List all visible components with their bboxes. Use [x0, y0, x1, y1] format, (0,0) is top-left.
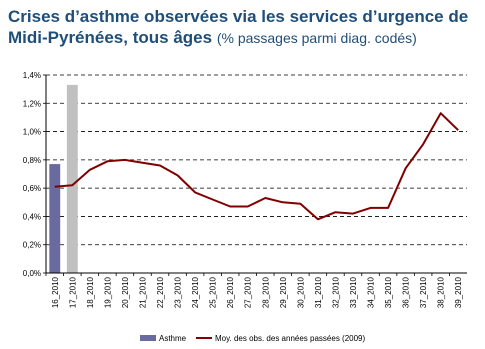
x-tick-label: 29_2010	[279, 276, 288, 308]
y-tick-label: 1,4%	[23, 71, 41, 80]
x-tick-label: 24_2010	[191, 276, 200, 308]
x-tick-label: 21_2010	[138, 276, 147, 308]
x-tick-label: 39_2010	[454, 276, 463, 308]
x-tick-label: 18_2010	[86, 276, 95, 308]
x-tick-label: 23_2010	[174, 276, 183, 308]
gridlines	[43, 74, 467, 274]
x-tick-label: 36_2010	[402, 276, 411, 308]
y-tick-label: 1,2%	[23, 99, 41, 108]
x-tick-label: 34_2010	[367, 276, 376, 308]
legend-label-asthme: Asthme	[159, 334, 187, 343]
line-series	[54, 112, 459, 221]
axes	[45, 75, 467, 276]
legend-label-moyenne: Moy. des obs. des années passées (2009)	[215, 334, 366, 343]
chart-title-sub: (% passages parmi diag. codés)	[216, 30, 417, 46]
y-tick-label: 0,2%	[23, 241, 41, 250]
legend-swatch-asthme	[140, 335, 156, 341]
line-series-path	[54, 112, 459, 221]
x-tick-label: 27_2010	[244, 276, 253, 308]
x-tick-label: 16_2010	[51, 276, 60, 308]
y-tick-label: 0,4%	[23, 212, 41, 221]
y-tick-label: 1,0%	[23, 128, 41, 137]
x-tick-label: 20_2010	[121, 276, 130, 308]
x-tick-label: 33_2010	[349, 276, 358, 308]
y-tick-label: 0,6%	[23, 184, 41, 193]
x-tick-label: 28_2010	[261, 276, 270, 308]
x-tick-label: 31_2010	[314, 276, 323, 308]
x-tick-label: 30_2010	[296, 276, 305, 308]
x-tick-label: 32_2010	[331, 276, 340, 308]
bar	[66, 84, 78, 274]
x-tick-label: 22_2010	[156, 276, 165, 308]
y-tick-label: 0,0%	[23, 269, 41, 278]
chart-title-main: Crises d’asthme observées via les servic…	[8, 7, 469, 47]
x-tick-label: 35_2010	[384, 276, 393, 308]
x-tick-label: 17_2010	[68, 276, 77, 308]
x-tick-label: 38_2010	[437, 276, 446, 308]
legend: Asthme Moy. des obs. des années passées …	[140, 334, 366, 343]
bars	[49, 84, 78, 274]
x-tick-label: 37_2010	[419, 276, 428, 308]
y-tick-label: 0,8%	[23, 156, 41, 165]
chart-title: Crises d’asthme observées via les servic…	[8, 6, 478, 49]
x-tick-label: 25_2010	[209, 276, 218, 308]
x-tick-label: 19_2010	[103, 276, 112, 308]
x-tick-label: 26_2010	[226, 276, 235, 308]
y-tick-labels: 0,0% 0,2% 0,4% 0,6% 0,8% 1,0% 1,2% 1,4%	[23, 71, 41, 278]
x-tick-labels: 16_2010 17_2010 18_2010 19_2010 20_2010 21_20…	[51, 276, 463, 308]
bar	[49, 164, 61, 273]
